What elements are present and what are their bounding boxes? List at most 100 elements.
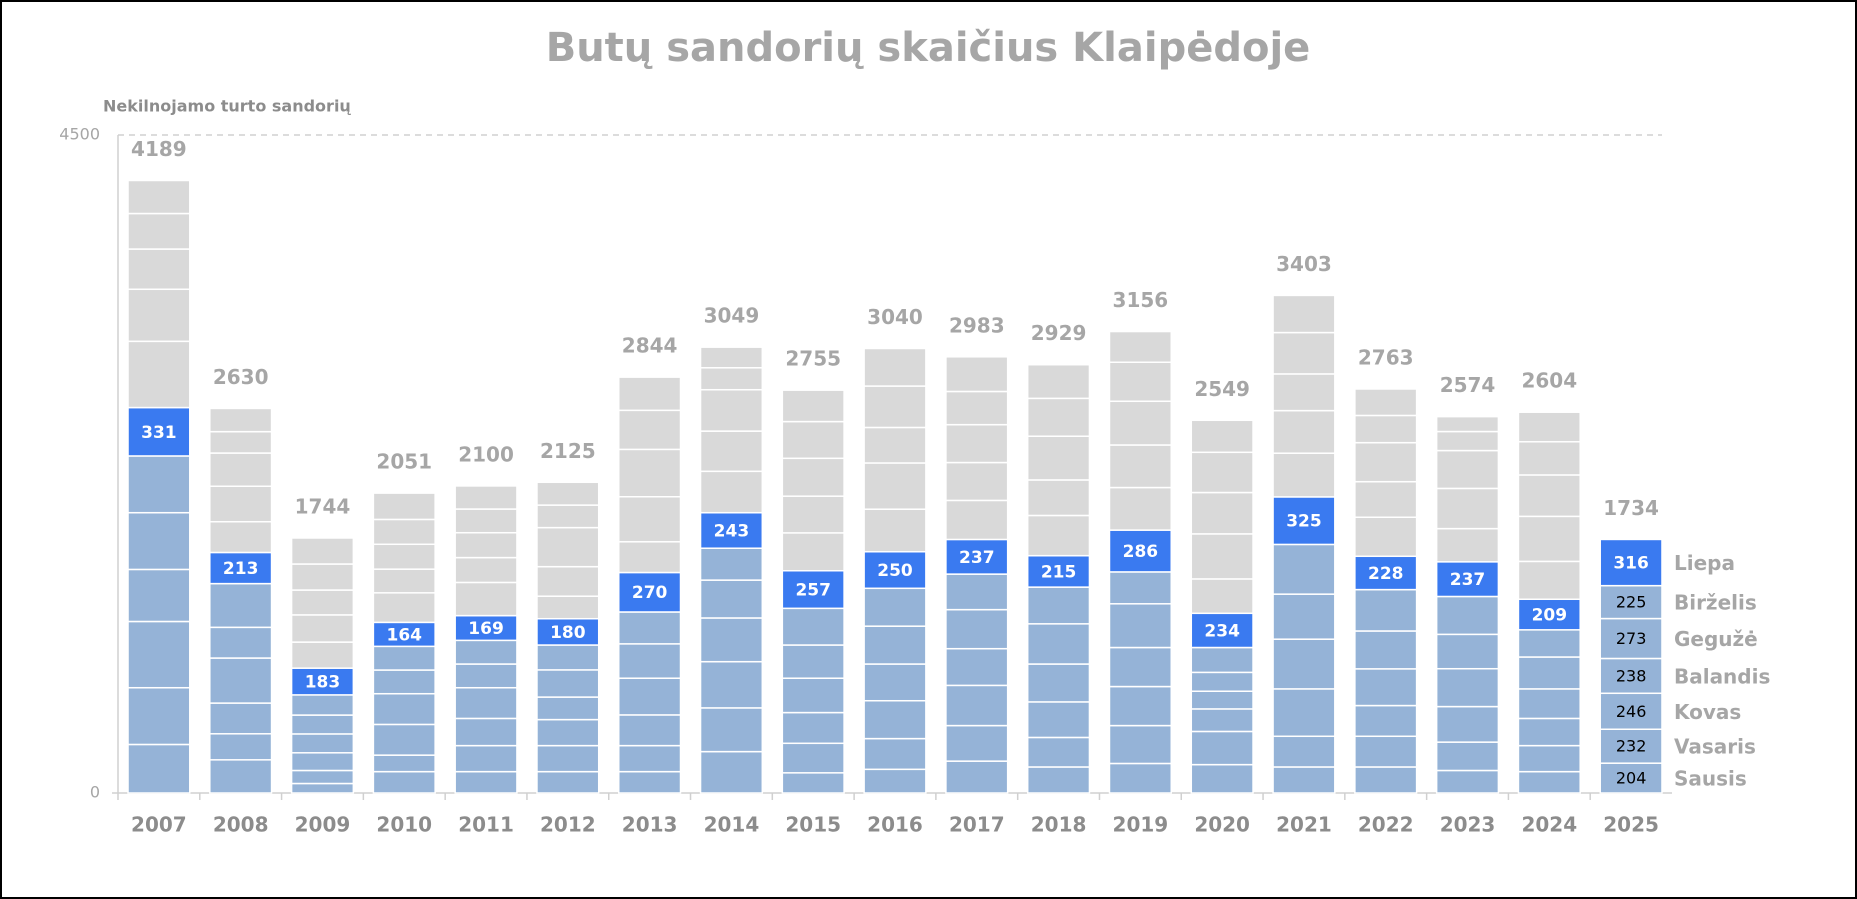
bar-segment — [1354, 735, 1418, 768]
bar-segment — [863, 426, 927, 464]
x-tick-label: 2024 — [1521, 813, 1577, 837]
bar-segment — [1108, 400, 1172, 446]
bar-segment — [127, 455, 191, 514]
bar-segment — [209, 582, 273, 629]
bar-segment — [945, 356, 1009, 393]
bar-segment — [1190, 578, 1254, 615]
x-tick-label: 2023 — [1440, 813, 1496, 837]
bar-segment — [454, 744, 518, 773]
bar-segment — [536, 770, 600, 794]
bar-segment — [781, 569, 845, 610]
bar-segment — [127, 743, 191, 794]
bar-segment — [372, 754, 436, 773]
total-label: 2763 — [1358, 345, 1414, 369]
bar-segment — [290, 641, 355, 669]
bar-segment — [209, 626, 273, 659]
bar-segment — [127, 686, 191, 746]
data-label: 169 — [468, 619, 504, 639]
bar-segment — [1354, 516, 1418, 558]
bar-segment — [781, 495, 845, 534]
x-tick-label: 2007 — [131, 813, 187, 837]
bar-segment — [127, 248, 191, 291]
bar-segment — [618, 677, 682, 716]
data-label: 237 — [1450, 570, 1486, 590]
x-tick-label: 2015 — [785, 813, 841, 837]
bar-segment — [372, 692, 436, 726]
total-label: 3156 — [1113, 288, 1169, 312]
bar-segment — [127, 620, 191, 689]
data-label: 180 — [550, 623, 586, 643]
bar-segment — [945, 423, 1009, 464]
bar-segment — [1272, 331, 1336, 375]
bar-segment — [372, 543, 436, 570]
data-label: 331 — [141, 423, 177, 443]
bar-segment — [618, 409, 682, 451]
bar-segment — [618, 744, 682, 773]
bar-segment — [1354, 668, 1418, 707]
bar-segment — [1026, 663, 1091, 703]
bar-segment — [1435, 487, 1500, 530]
bar-segment — [699, 707, 764, 753]
bar-segment — [781, 532, 845, 572]
bar-segment — [699, 547, 764, 581]
bar-segment — [699, 750, 764, 794]
bar-segment — [209, 430, 273, 454]
data-label: 204 — [1616, 769, 1647, 788]
bar-segment — [1272, 766, 1336, 794]
bar-segment — [127, 288, 191, 343]
data-label: 250 — [877, 561, 913, 581]
bar-segment — [1026, 363, 1091, 400]
bar-segment — [536, 617, 600, 646]
bar-segment — [209, 485, 273, 523]
bar-segment — [1108, 571, 1172, 605]
legend-label: Balandis — [1674, 664, 1770, 688]
data-label: 316 — [1613, 554, 1649, 574]
bar-segment — [127, 568, 191, 623]
x-tick-label: 2017 — [949, 813, 1005, 837]
bar-segment — [209, 452, 273, 487]
bar-segment — [618, 770, 682, 794]
legend-label: Kovas — [1674, 700, 1741, 724]
bar-segment — [454, 717, 518, 747]
bar-segment — [536, 669, 600, 698]
bar-segment — [781, 389, 845, 423]
x-tick-label: 2011 — [458, 813, 514, 837]
total-label: 3040 — [867, 305, 923, 329]
bar-segment — [127, 406, 191, 457]
bar-segment — [699, 617, 764, 663]
bar-segment — [781, 644, 845, 679]
bar-segment — [699, 346, 764, 369]
bar-segment — [1108, 685, 1172, 727]
bar-segment — [290, 769, 355, 785]
data-label: 257 — [795, 581, 831, 601]
bar-segment — [945, 538, 1009, 575]
bar-segment — [1108, 646, 1172, 688]
bar-segment — [1026, 554, 1091, 588]
bar-segment — [1435, 595, 1500, 636]
bar-segment — [1354, 388, 1418, 417]
bar-segment — [1272, 452, 1336, 498]
bar-segment — [1108, 486, 1172, 531]
bar-segment — [1190, 708, 1254, 733]
bar-segment — [454, 508, 518, 534]
data-label: 237 — [959, 548, 995, 568]
bar-segment — [618, 714, 682, 747]
bar-segment — [209, 657, 273, 704]
bar-segment — [127, 212, 191, 250]
data-label: 183 — [305, 673, 341, 693]
bar-segment — [618, 611, 682, 645]
data-label: 232 — [1616, 737, 1647, 756]
bar-segment — [536, 644, 600, 671]
bar-segment — [945, 608, 1009, 650]
bar-segment — [1108, 361, 1172, 403]
bar-segment — [1517, 744, 1581, 773]
bar-segment — [1190, 671, 1254, 692]
total-label: 4189 — [131, 137, 187, 161]
bar-segment — [618, 643, 682, 679]
total-label: 1744 — [295, 494, 351, 518]
bar-segment — [1190, 690, 1254, 710]
bar-segment — [618, 448, 682, 498]
bar-segment — [1354, 588, 1418, 632]
legend-label: Liepa — [1674, 551, 1735, 575]
bar-segment — [1272, 409, 1336, 454]
